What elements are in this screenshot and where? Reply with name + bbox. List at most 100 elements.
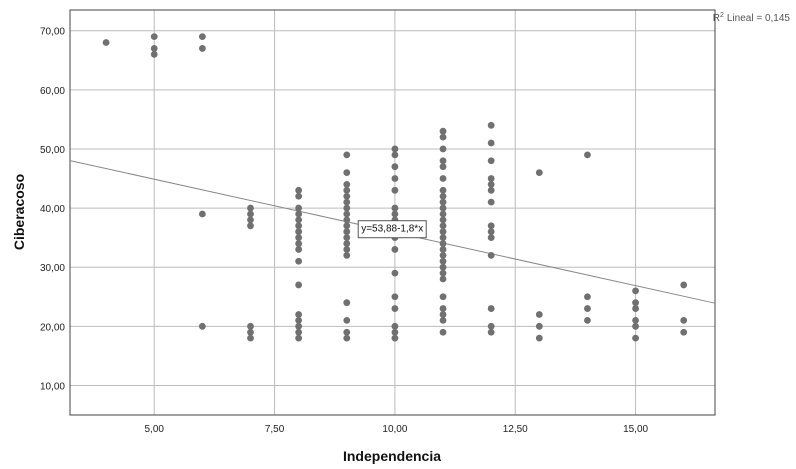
data-point [439, 145, 447, 153]
data-point [487, 322, 495, 330]
data-point [391, 145, 399, 153]
y-tick-labels: 10,00 20,00 30,00 40,00 50,00 60,00 70,00 [40, 27, 65, 393]
data-point [439, 263, 447, 271]
x-axis-label: Independencia [343, 448, 441, 464]
data-point [391, 269, 399, 277]
data-point [150, 33, 158, 41]
y-axis-label: Ciberacoso [11, 174, 27, 250]
x-tick-labels: 5,00 7,50 10,00 12,50 15,00 [145, 424, 649, 435]
data-point [632, 287, 639, 295]
data-point [343, 246, 351, 253]
data-point [343, 299, 351, 307]
data-point [632, 322, 639, 330]
data-point [535, 169, 543, 176]
data-point [487, 234, 495, 242]
data-point [391, 204, 399, 212]
data-point [343, 181, 351, 188]
data-point [632, 334, 639, 342]
data-point [487, 157, 495, 165]
data-point [487, 222, 495, 230]
data-point [439, 204, 447, 212]
data-point [391, 210, 399, 218]
equation-text: y=53,88-1,8*x [361, 224, 423, 235]
data-point [439, 192, 447, 200]
data-point [487, 305, 495, 312]
data-point [391, 186, 399, 194]
data-point [487, 121, 495, 129]
data-point [584, 151, 591, 159]
plot-frame [69, 9, 716, 416]
data-point [295, 210, 303, 218]
data-point [632, 317, 639, 324]
data-point [391, 305, 399, 312]
data-point [535, 334, 543, 342]
data-point [295, 334, 303, 342]
data-point [439, 311, 447, 318]
data-point [247, 328, 254, 336]
data-point [439, 305, 447, 312]
data-point [632, 305, 639, 312]
data-point [247, 322, 254, 330]
r2-text: Lineal = 0,145 [727, 13, 791, 24]
data-point [295, 328, 303, 336]
data-point [391, 328, 399, 336]
data-point [487, 139, 495, 147]
data-point [680, 317, 688, 324]
data-point [439, 210, 447, 218]
data-point [439, 186, 447, 194]
data-point [343, 222, 351, 230]
data-point [198, 210, 206, 218]
data-point [343, 204, 351, 212]
data-point [295, 192, 303, 200]
y-tick-label: 30,00 [40, 263, 65, 274]
data-point [150, 50, 158, 58]
data-point [343, 251, 351, 259]
data-point [102, 39, 110, 46]
x-tick-label: 10,00 [382, 424, 407, 435]
data-point [439, 328, 447, 336]
data-point [439, 246, 447, 253]
data-point [439, 133, 447, 141]
data-point [295, 222, 303, 230]
data-point [439, 317, 447, 324]
data-point [343, 328, 351, 336]
data-point [439, 275, 447, 283]
data-point [487, 181, 495, 188]
data-point [343, 169, 351, 176]
data-point [439, 198, 447, 206]
data-point [295, 240, 303, 247]
data-point [150, 45, 158, 52]
data-point [247, 210, 254, 218]
data-point [391, 322, 399, 330]
data-point [680, 281, 688, 289]
r2-label: R2 Lineal = 0,145 [713, 12, 791, 24]
r2-prefix: R [713, 13, 720, 24]
data-point [439, 257, 447, 265]
data-point [295, 228, 303, 236]
data-point [439, 240, 447, 247]
data-point [295, 246, 303, 253]
data-point [391, 163, 399, 171]
data-point [391, 246, 399, 253]
data-point [680, 328, 688, 336]
r2-superscript: 2 [720, 12, 724, 19]
data-point [247, 334, 254, 342]
data-point [391, 151, 399, 159]
data-point [632, 299, 639, 307]
data-point [439, 222, 447, 230]
data-point [487, 175, 495, 182]
data-point [439, 293, 447, 301]
data-point [439, 269, 447, 277]
data-point [487, 186, 495, 194]
data-point [487, 251, 495, 259]
data-point [343, 210, 351, 218]
data-point [535, 322, 543, 330]
data-point [343, 334, 351, 342]
data-point [295, 322, 303, 330]
x-tick-label: 12,50 [503, 424, 528, 435]
data-point [295, 281, 303, 289]
y-tick-label: 20,00 [40, 322, 65, 333]
data-point [343, 151, 351, 159]
data-point [439, 234, 447, 242]
